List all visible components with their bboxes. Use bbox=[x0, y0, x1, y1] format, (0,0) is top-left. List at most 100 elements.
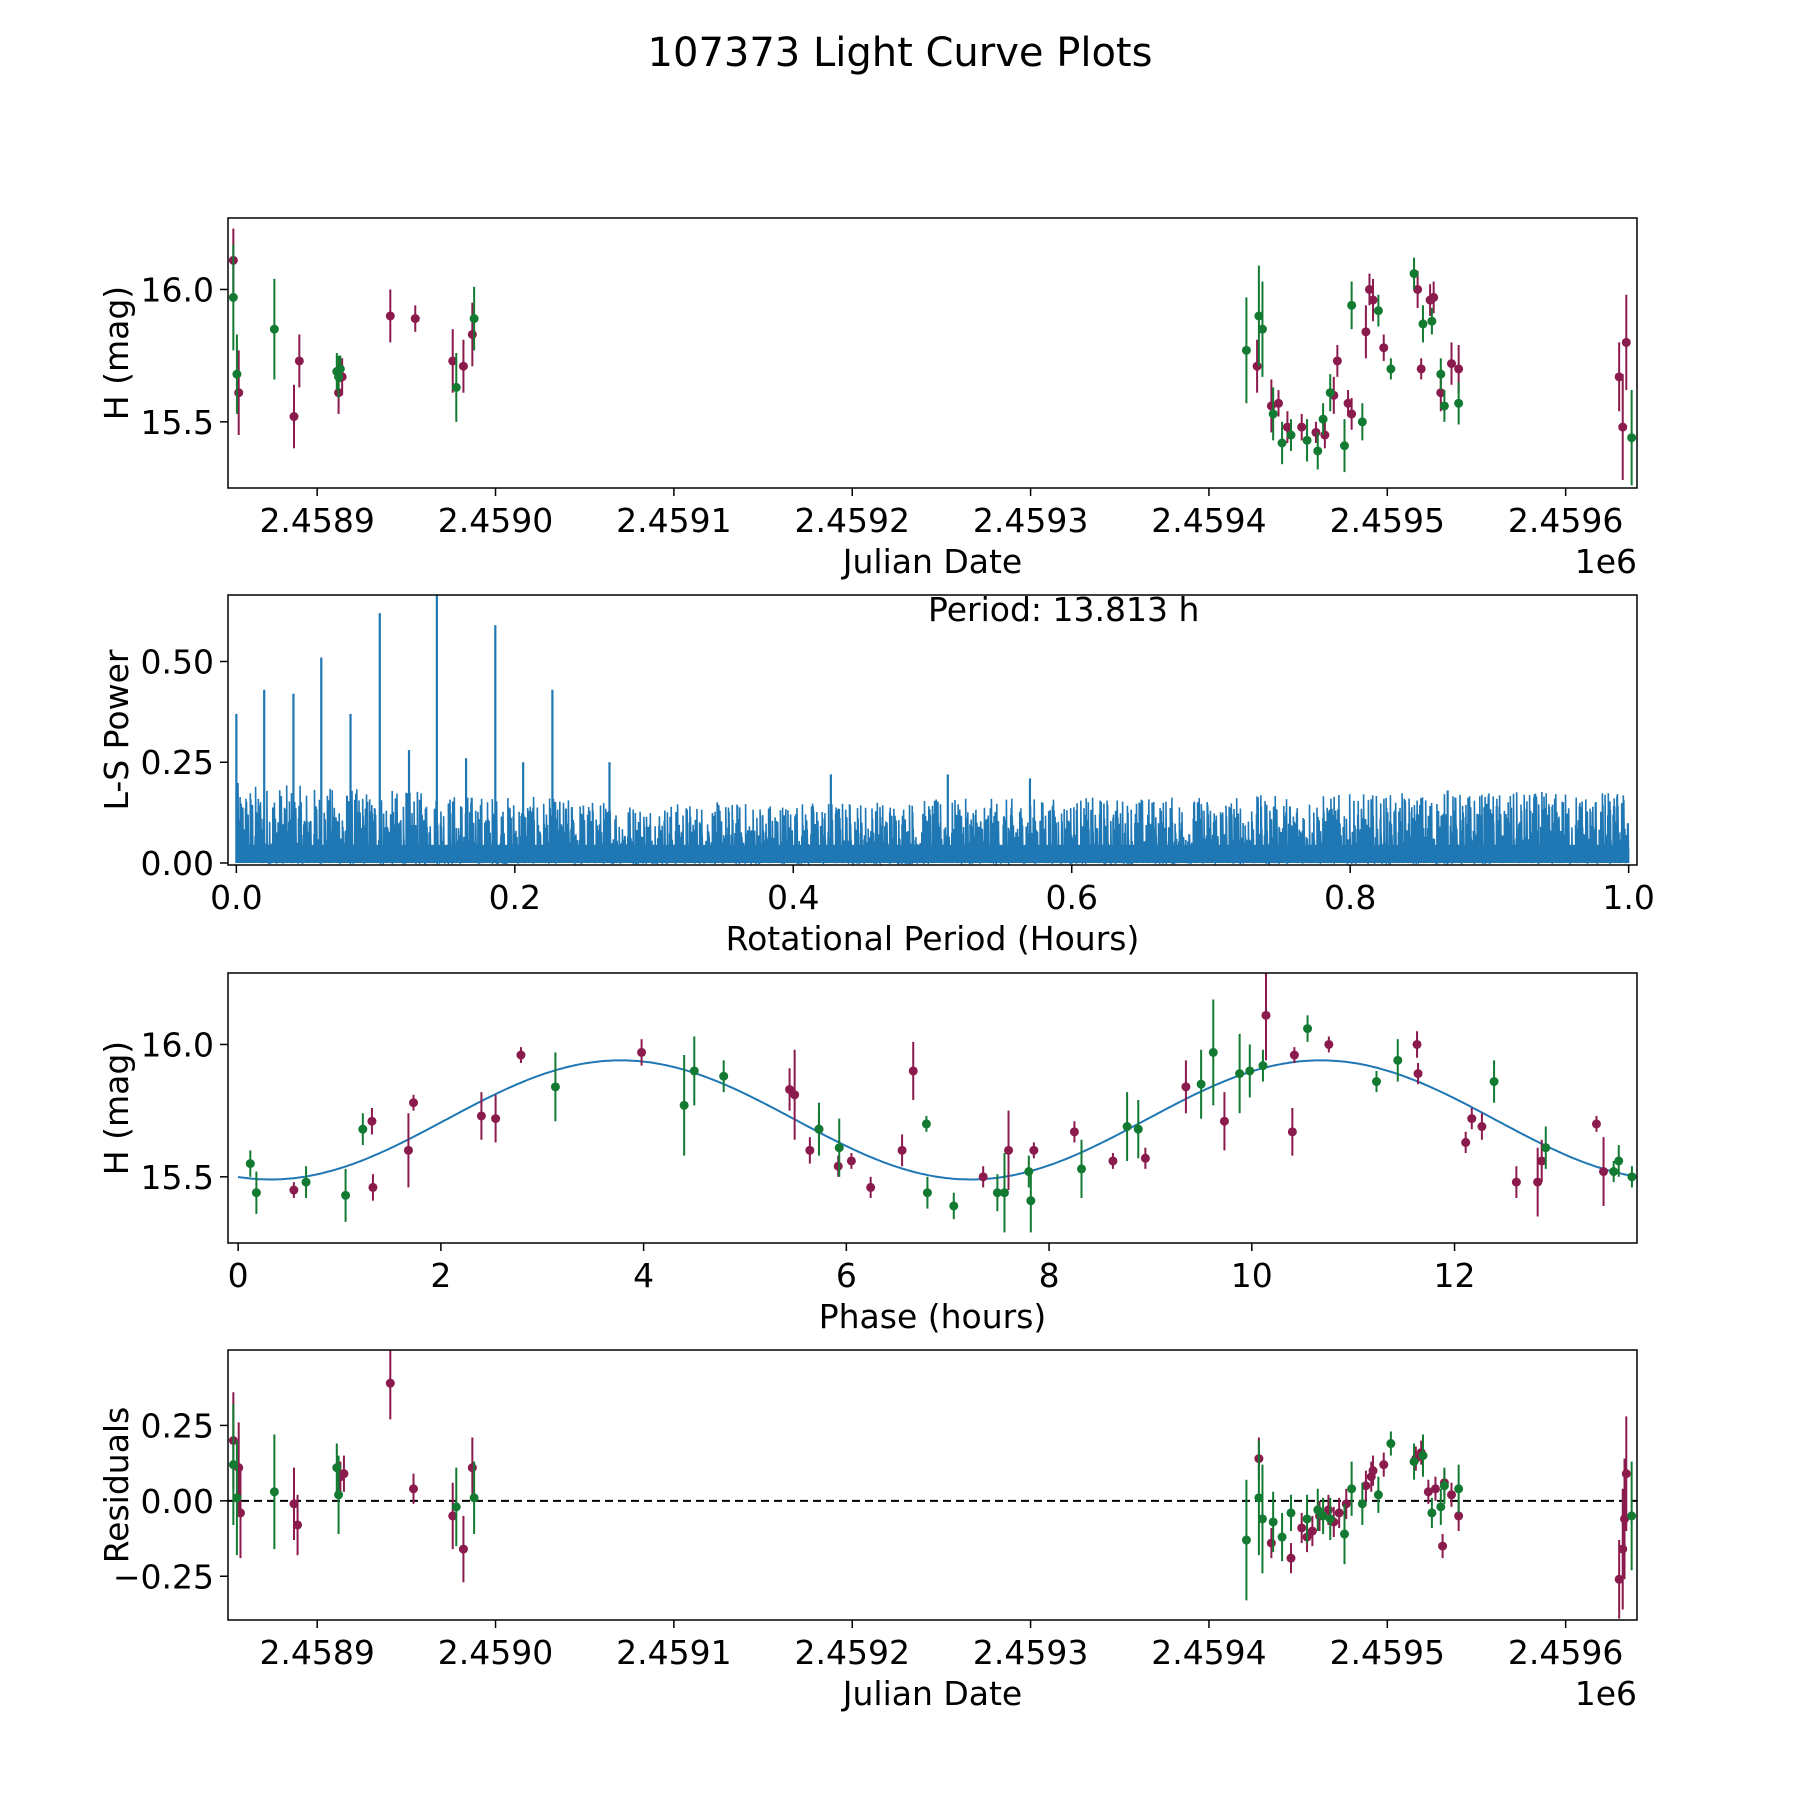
purple-point bbox=[476, 1111, 486, 1121]
x-tick-label: 0.4 bbox=[767, 878, 819, 917]
green-point bbox=[1133, 1124, 1143, 1134]
purple-point bbox=[1289, 1050, 1299, 1060]
x-tick-label: 2.4593 bbox=[973, 1633, 1088, 1672]
x-tick-label: 0 bbox=[228, 1256, 249, 1295]
green-point bbox=[1313, 446, 1323, 456]
green-point bbox=[451, 382, 461, 392]
purple-point bbox=[448, 356, 458, 366]
green-point bbox=[228, 292, 238, 302]
periodogram-panel: Period: 13.813 h 0.0 0.2 0.4 0.6 0.8 1.0 0.00 0.… bbox=[97, 590, 1655, 958]
green-point bbox=[341, 1190, 351, 1200]
green-point bbox=[550, 1082, 560, 1092]
green-point bbox=[451, 1502, 461, 1512]
y-tick-label: 0.50 bbox=[141, 642, 214, 681]
purple-point bbox=[289, 412, 299, 422]
green-point bbox=[1627, 433, 1637, 443]
x-axis-label: Julian Date bbox=[841, 1674, 1023, 1713]
purple-point bbox=[516, 1050, 526, 1060]
x-tick-label: 2.4596 bbox=[1508, 1633, 1623, 1672]
purple-point bbox=[1261, 1010, 1271, 1020]
purple-point bbox=[1361, 1481, 1371, 1491]
purple-point bbox=[1361, 327, 1371, 337]
purple-point bbox=[368, 1182, 378, 1192]
purple-point bbox=[1219, 1116, 1229, 1126]
green-point bbox=[251, 1188, 261, 1198]
green-point bbox=[1313, 1505, 1323, 1515]
green-point bbox=[1436, 1502, 1446, 1512]
purple-point bbox=[1332, 356, 1342, 366]
purple-point bbox=[1430, 1484, 1440, 1494]
green-point bbox=[358, 1124, 368, 1134]
y-tick-label: −0.25 bbox=[113, 1557, 214, 1596]
purple-point bbox=[467, 329, 477, 339]
green-point bbox=[1357, 1499, 1367, 1509]
purple-point bbox=[234, 388, 244, 398]
purple-point bbox=[978, 1172, 988, 1182]
purple-point bbox=[1108, 1156, 1118, 1166]
green-point bbox=[999, 1188, 1009, 1198]
purple-point bbox=[1429, 292, 1439, 302]
purple-point bbox=[1467, 1114, 1477, 1124]
purple-point bbox=[833, 1161, 843, 1171]
purple-point bbox=[1537, 1156, 1547, 1166]
purple-point bbox=[289, 1185, 299, 1195]
purple-point bbox=[1591, 1119, 1601, 1129]
green-point bbox=[1196, 1079, 1206, 1089]
y-tick-label: 0.00 bbox=[141, 844, 214, 883]
purple-point bbox=[1511, 1177, 1521, 1187]
green-point bbox=[1386, 364, 1396, 374]
green-point bbox=[1357, 417, 1367, 427]
green-point bbox=[1024, 1167, 1034, 1177]
x-offset-label: 1e6 bbox=[1575, 1674, 1637, 1713]
green-point bbox=[1347, 1484, 1357, 1494]
plot-area bbox=[228, 1350, 1637, 1619]
purple-point bbox=[1287, 1127, 1297, 1137]
green-point bbox=[334, 1490, 344, 1500]
green-point bbox=[245, 1159, 255, 1169]
green-point bbox=[469, 1493, 479, 1503]
purple-point bbox=[1347, 409, 1357, 419]
y-axis-label: L-S Power bbox=[97, 649, 136, 810]
purple-point bbox=[1461, 1137, 1471, 1147]
y-tick-label: 0.25 bbox=[141, 743, 214, 782]
y-axis-label: H (mag) bbox=[97, 1041, 136, 1175]
green-point bbox=[814, 1124, 824, 1134]
purple-point bbox=[1334, 1508, 1344, 1518]
green-point bbox=[1318, 414, 1328, 424]
y-tick-label: 16.0 bbox=[141, 270, 214, 309]
purple-point bbox=[458, 1544, 468, 1554]
purple-point bbox=[1423, 1487, 1433, 1497]
purple-point bbox=[1282, 422, 1292, 432]
green-point bbox=[1286, 1508, 1296, 1518]
green-point bbox=[1454, 1484, 1464, 1494]
green-point bbox=[1439, 401, 1449, 411]
period-annotation: Period: 13.813 h bbox=[928, 590, 1199, 629]
purple-point bbox=[408, 1484, 418, 1494]
green-point bbox=[1245, 1066, 1255, 1076]
x-tick-label: 2.4592 bbox=[795, 501, 910, 540]
purple-point bbox=[1341, 1499, 1351, 1509]
purple-point bbox=[1181, 1082, 1191, 1092]
purple-point bbox=[1379, 1460, 1389, 1470]
y-axis-label: H (mag) bbox=[97, 286, 136, 420]
purple-point bbox=[1436, 388, 1446, 398]
purple-point bbox=[1533, 1177, 1543, 1187]
green-point bbox=[1409, 1457, 1419, 1467]
green-point bbox=[834, 1143, 844, 1153]
purple-point bbox=[448, 1511, 458, 1521]
green-point bbox=[1302, 435, 1312, 445]
green-point bbox=[334, 372, 344, 382]
x-tick-label: 10 bbox=[1231, 1256, 1273, 1295]
purple-point bbox=[1286, 1553, 1296, 1563]
figure-title: 107373 Light Curve Plots bbox=[648, 30, 1153, 76]
green-point bbox=[719, 1071, 729, 1081]
green-point bbox=[1436, 369, 1446, 379]
purple-point bbox=[1614, 372, 1624, 382]
purple-point bbox=[1412, 1039, 1422, 1049]
purple-point bbox=[1140, 1153, 1150, 1163]
green-point bbox=[269, 1487, 279, 1497]
purple-point bbox=[1311, 427, 1321, 437]
x-tick-label: 6 bbox=[836, 1256, 857, 1295]
green-point bbox=[1208, 1047, 1218, 1057]
x-tick-label: 0.2 bbox=[489, 878, 541, 917]
